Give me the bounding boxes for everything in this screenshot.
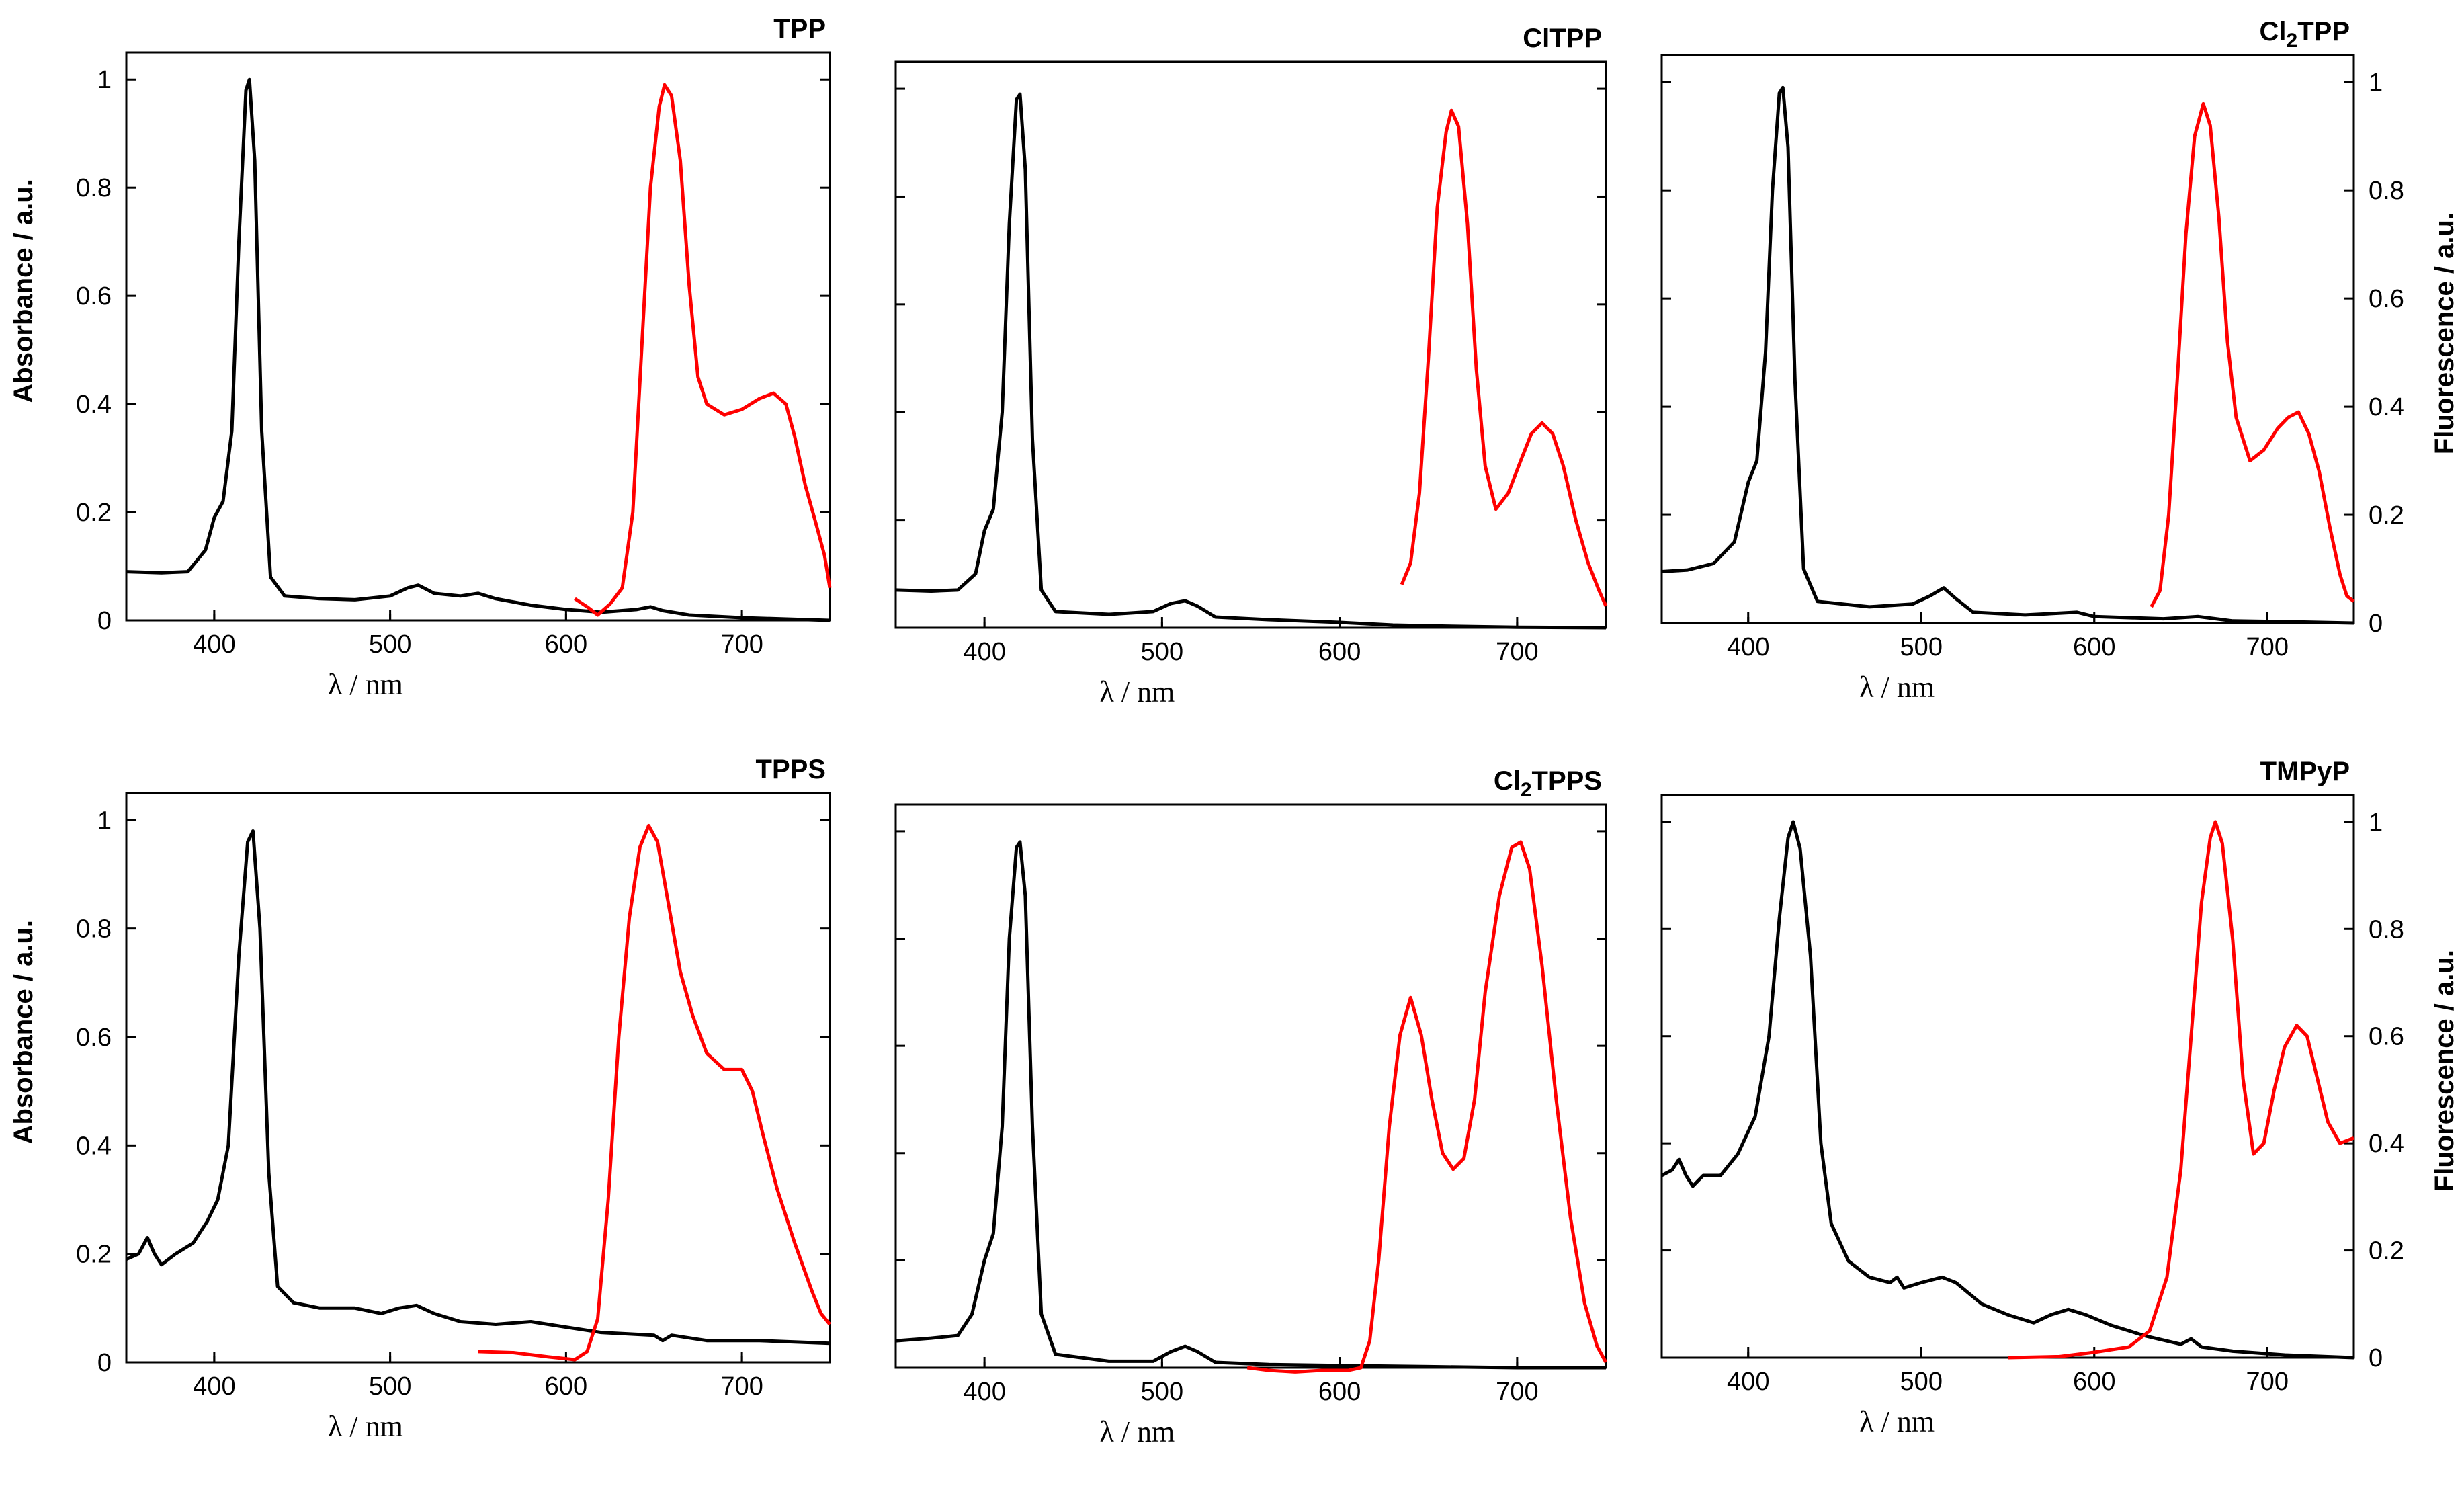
x-axis-label: λ / nm xyxy=(1859,671,1935,704)
x-axis-label: λ / nm xyxy=(328,1410,403,1443)
x-axis-label: λ / nm xyxy=(1859,1405,1935,1438)
x-tick-label: 500 xyxy=(1900,633,1943,661)
x-tick-label: 600 xyxy=(545,1372,587,1401)
y-tick-label: 0.8 xyxy=(2369,915,2404,944)
x-tick-label: 400 xyxy=(1727,633,1769,661)
x-tick-label: 700 xyxy=(720,1372,763,1401)
y-tick-label: 0.8 xyxy=(76,174,112,202)
x-axis-label: λ / nm xyxy=(1099,1415,1175,1448)
x-tick-label: 700 xyxy=(2246,1368,2289,1396)
y-axis-label-absorbance: Absorbance / a.u. xyxy=(9,179,38,403)
series-line-absorbance xyxy=(895,840,1606,1370)
panel-title: TPP xyxy=(773,14,826,44)
series-line-absorbance xyxy=(125,829,831,1346)
series-line-fluorescence xyxy=(1400,108,1608,607)
panel-cl2tpps: 400 500 600 700 Cl2TPPS λ / nm xyxy=(894,766,1608,1448)
series-line-absorbance xyxy=(1660,820,2354,1360)
panel-title: ClTPP xyxy=(1523,24,1602,53)
x-tick-label: 500 xyxy=(369,630,411,659)
x-tick-label: 500 xyxy=(1900,1368,1943,1396)
x-tick-label: 400 xyxy=(193,630,235,659)
y-tick-label: 0.6 xyxy=(76,1024,112,1052)
plot-frame xyxy=(125,51,831,622)
y-tick-label: 0.4 xyxy=(2369,393,2404,421)
plot-frame xyxy=(1660,54,2355,624)
series-line-fluorescence xyxy=(2150,101,2355,608)
y-tick-label: 0.6 xyxy=(76,282,112,311)
x-tick-label: 600 xyxy=(545,630,587,659)
y-tick-label: 0.4 xyxy=(76,390,112,419)
y-tick-label: 1 xyxy=(97,806,112,835)
x-tick-label: 700 xyxy=(720,630,763,659)
panel-title: Cl2TPP xyxy=(2260,17,2350,52)
y-tick-label: 0.4 xyxy=(2369,1130,2404,1158)
panel-tpps: 400 500 600 700 0 0.2 0.4 0.6 0.8 1 TPPS λ / nm Abso… xyxy=(9,755,831,1443)
y-axis-label-fluorescence: Fluorescence / a.u. xyxy=(2430,212,2459,454)
x-tick-label: 500 xyxy=(1141,638,1183,666)
y-tick-label: 1 xyxy=(2369,69,2383,97)
y-tick-label: 0.4 xyxy=(76,1132,112,1160)
y-tick-label: 0.8 xyxy=(76,915,112,944)
y-axis-label-fluorescence: Fluorescence / a.u. xyxy=(2430,950,2459,1192)
plot-frame xyxy=(125,792,831,1364)
y-tick-label: 0.8 xyxy=(2369,177,2404,205)
y-tick-label: 0.2 xyxy=(2369,1237,2404,1266)
series-line-absorbance xyxy=(895,92,1607,630)
x-tick-label: 400 xyxy=(963,1378,1005,1406)
x-tick-label: 600 xyxy=(2073,633,2115,661)
x-tick-label: 500 xyxy=(369,1372,411,1401)
plot-frame xyxy=(894,60,1607,629)
plot-frame xyxy=(1660,794,2355,1359)
y-tick-label: 0.2 xyxy=(76,1241,112,1269)
x-tick-label: 700 xyxy=(1496,1378,1538,1406)
series-line-absorbance xyxy=(1661,85,2354,625)
series-line-fluorescence xyxy=(574,83,832,617)
x-tick-label: 400 xyxy=(1727,1368,1769,1396)
y-tick-label: 0 xyxy=(97,607,112,635)
series-line-fluorescence xyxy=(2007,820,2354,1360)
y-tick-label: 0 xyxy=(97,1349,112,1377)
x-axis-label: λ / nm xyxy=(1099,675,1175,708)
x-tick-label: 400 xyxy=(963,638,1005,666)
y-tick-label: 0 xyxy=(2369,610,2383,638)
series-line-absorbance xyxy=(126,77,831,622)
series-line-fluorescence xyxy=(478,823,831,1362)
x-tick-label: 700 xyxy=(2246,633,2289,661)
y-tick-label: 0.6 xyxy=(2369,285,2404,313)
y-tick-label: 0.2 xyxy=(2369,501,2404,530)
x-tick-label: 600 xyxy=(1318,1378,1361,1406)
panel-cltpp: 400 500 600 700 ClTPP λ / nm xyxy=(894,24,1608,708)
x-tick-label: 700 xyxy=(1496,638,1538,666)
x-tick-label: 600 xyxy=(1318,638,1361,666)
x-tick-label: 500 xyxy=(1141,1378,1183,1406)
panel-title: TMPyP xyxy=(2260,757,2350,786)
panel-tmpyp: 400 500 600 700 0 0.2 0.4 0.6 0.8 1 TMPyP λ / nm Flu… xyxy=(1660,757,2459,1438)
panel-cl2tpp: 400 500 600 700 0 0.2 0.4 0.6 0.8 1 Cl2TPP λ / nm Fl… xyxy=(1660,17,2459,704)
series-line-fluorescence xyxy=(1246,840,1608,1374)
y-tick-label: 1 xyxy=(97,66,112,94)
panel-title: TPPS xyxy=(756,755,826,784)
x-tick-label: 400 xyxy=(193,1372,235,1401)
x-tick-label: 600 xyxy=(2073,1368,2115,1396)
y-axis-label-absorbance: Absorbance / a.u. xyxy=(9,920,38,1144)
y-tick-label: 0.6 xyxy=(2369,1023,2404,1051)
panel-title: Cl2TPPS xyxy=(1494,766,1602,801)
y-tick-label: 0.2 xyxy=(76,499,112,527)
y-tick-label: 0 xyxy=(2369,1344,2383,1372)
y-tick-label: 1 xyxy=(2369,809,2383,837)
panel-tpp: 400 500 600 700 0 0.2 0.4 0.6 0.8 1 TPP λ / nm Absor… xyxy=(9,14,832,701)
x-axis-label: λ / nm xyxy=(328,668,403,701)
